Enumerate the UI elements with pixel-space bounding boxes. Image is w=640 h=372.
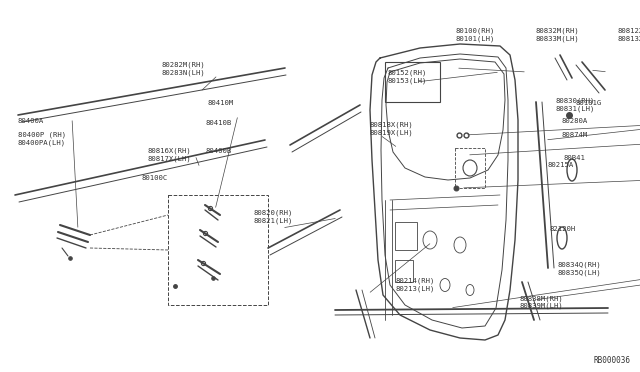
Bar: [455, 148, 485, 188]
Bar: [385, 62, 440, 102]
Text: 80214(RH)
80213(LH): 80214(RH) 80213(LH): [396, 278, 435, 292]
Text: 80812X(RH)
80813X(LH): 80812X(RH) 80813X(LH): [618, 28, 640, 42]
Text: 80874M: 80874M: [562, 132, 588, 138]
Text: 80100(RH)
80101(LH): 80100(RH) 80101(LH): [456, 28, 495, 42]
Text: 80100C: 80100C: [142, 175, 168, 181]
Text: RB000036: RB000036: [593, 356, 630, 365]
Text: 80834Q(RH)
80835Q(LH): 80834Q(RH) 80835Q(LH): [558, 262, 602, 276]
Text: 80101G: 80101G: [575, 100, 601, 106]
Bar: [395, 260, 413, 282]
Text: 80400P (RH)
80400PA(LH): 80400P (RH) 80400PA(LH): [18, 132, 66, 146]
Text: 80400B: 80400B: [205, 148, 231, 154]
Text: 80152(RH)
80153(LH): 80152(RH) 80153(LH): [388, 70, 428, 84]
Text: 80410B: 80410B: [205, 120, 231, 126]
Text: 80830(RH)
80831(LH): 80830(RH) 80831(LH): [556, 98, 595, 112]
Text: 80410M: 80410M: [208, 100, 234, 106]
Text: 80818X(RH)
80819X(LH): 80818X(RH) 80819X(LH): [370, 122, 413, 136]
Text: 80B41: 80B41: [563, 155, 585, 161]
Bar: [168, 195, 268, 305]
Text: 80820(RH)
80821(LH): 80820(RH) 80821(LH): [253, 210, 292, 224]
Text: 80282M(RH)
80283N(LH): 80282M(RH) 80283N(LH): [162, 62, 205, 76]
Text: 80838M(RH)
80839M(LH): 80838M(RH) 80839M(LH): [520, 295, 564, 309]
Text: 80400A: 80400A: [18, 118, 44, 124]
Bar: [395, 222, 417, 250]
Text: 80832M(RH)
80833M(LH): 80832M(RH) 80833M(LH): [535, 28, 579, 42]
Text: 80280A: 80280A: [562, 118, 588, 124]
Text: 80816X(RH)
80817X(LH): 80816X(RH) 80817X(LH): [148, 148, 192, 162]
Text: 82120H: 82120H: [550, 226, 576, 232]
Text: 80215A: 80215A: [548, 162, 574, 168]
